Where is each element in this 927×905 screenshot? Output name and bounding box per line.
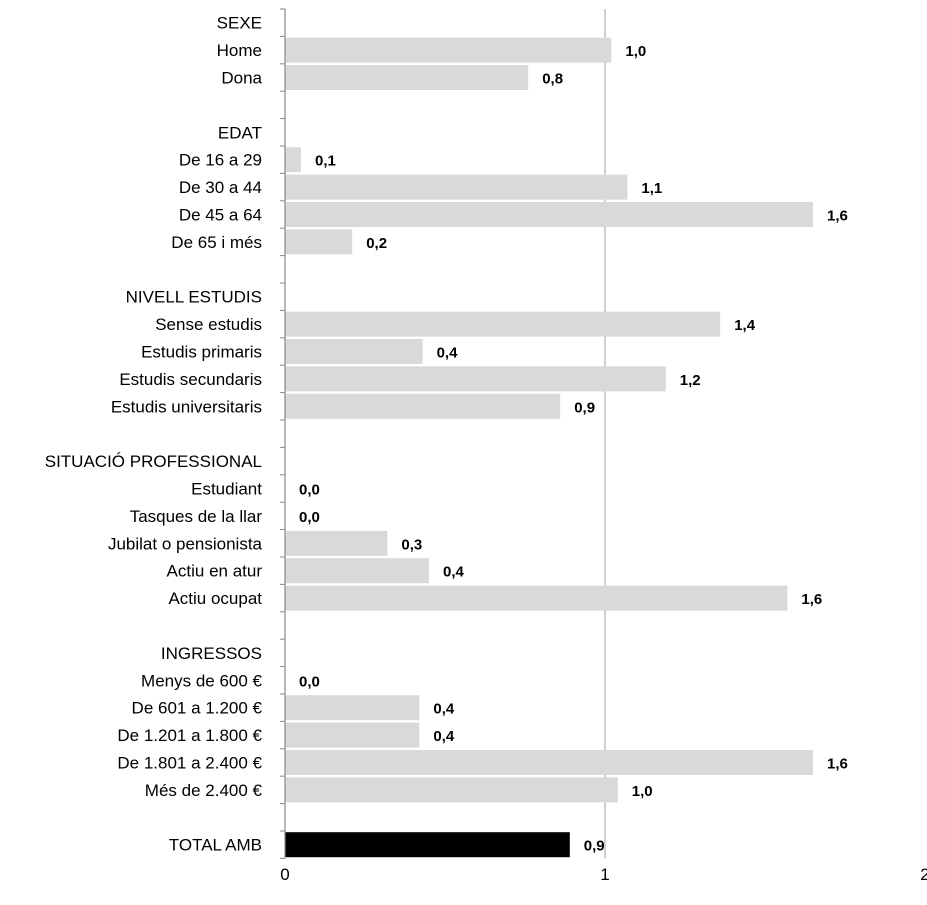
data-label: 1,1 <box>641 180 662 197</box>
data-label: 0,2 <box>366 235 387 252</box>
data-label: 0,4 <box>433 728 455 745</box>
category-label: Estudis secundaris <box>119 370 262 389</box>
data-label: 1,6 <box>801 591 822 608</box>
category-label: TOTAL AMB <box>169 836 262 855</box>
category-label: NIVELL ESTUDIS <box>126 288 262 307</box>
bar-total <box>285 832 570 858</box>
bar <box>285 366 666 392</box>
x-tick-label: 1 <box>600 865 609 884</box>
bar <box>285 174 628 200</box>
category-label: Sense estudis <box>155 315 262 334</box>
bar <box>285 339 423 364</box>
category-label: SEXE <box>217 14 262 33</box>
data-label: 0,8 <box>542 71 563 88</box>
bar <box>285 229 353 255</box>
category-label: SITUACIÓ PROFESSIONAL <box>45 452 262 471</box>
data-label: 1,6 <box>827 208 848 225</box>
data-label: 0,3 <box>401 536 422 553</box>
data-label: 0,0 <box>299 509 320 526</box>
category-label: Menys de 600 € <box>141 671 263 690</box>
bar <box>285 311 721 337</box>
category-label: Actiu en atur <box>167 562 263 581</box>
category-label: Actiu ocupat <box>168 589 262 608</box>
data-label: 1,0 <box>625 43 646 60</box>
bar <box>285 777 618 803</box>
x-tick-label: 2 <box>920 865 927 884</box>
category-label: Estudis primaris <box>141 343 262 362</box>
data-label: 0,9 <box>574 399 595 416</box>
bar <box>285 722 420 748</box>
category-label: De 1.801 a 2.400 € <box>117 754 262 773</box>
bar <box>285 393 561 419</box>
data-label: 0,1 <box>315 153 336 170</box>
data-label: 0,0 <box>299 482 320 499</box>
bar <box>285 65 529 90</box>
data-label: 0,4 <box>443 564 465 581</box>
data-label: 0,0 <box>299 673 320 690</box>
category-label: De 30 a 44 <box>179 178 262 197</box>
category-label: Tasques de la llar <box>130 507 263 526</box>
bars-layer <box>285 37 813 858</box>
category-label: Home <box>217 41 262 60</box>
category-label: INGRESSOS <box>161 644 262 663</box>
bar <box>285 558 429 584</box>
category-label: Dona <box>221 69 262 88</box>
x-tick-label: 0 <box>280 865 289 884</box>
category-label: Jubilat o pensionista <box>108 534 263 553</box>
data-label: 1,0 <box>632 783 653 800</box>
bar <box>285 147 301 173</box>
data-label: 1,6 <box>827 756 848 773</box>
category-label: Estudis universitaris <box>111 397 262 416</box>
data-label: 0,9 <box>584 838 605 855</box>
bar <box>285 585 788 611</box>
category-label: De 1.201 a 1.800 € <box>117 726 262 745</box>
category-label: De 45 a 64 <box>179 206 262 225</box>
bar <box>285 37 612 63</box>
bar <box>285 750 813 775</box>
category-label: De 65 i més <box>171 233 262 252</box>
bar <box>285 695 420 721</box>
data-label: 0,4 <box>433 701 455 718</box>
category-label: De 16 a 29 <box>179 151 262 170</box>
category-label: De 601 a 1.200 € <box>132 699 263 718</box>
bar <box>285 530 388 556</box>
category-label: Estudiant <box>191 480 262 499</box>
axis-layer <box>280 8 286 859</box>
labels-layer: SEXE Home 1,0 Dona 0,8 EDAT De 16 a 29 0,1 De 30… <box>45 14 927 884</box>
category-label: EDAT <box>218 123 262 142</box>
bar <box>285 202 813 227</box>
data-label: 1,4 <box>734 317 756 334</box>
data-label: 0,4 <box>437 345 459 362</box>
category-label: Més de 2.400 € <box>145 781 263 800</box>
data-label: 1,2 <box>680 372 701 389</box>
